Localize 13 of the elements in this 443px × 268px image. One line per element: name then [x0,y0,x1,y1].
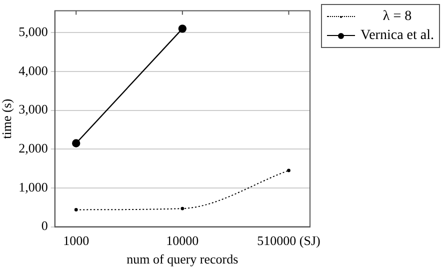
y-tick-label: 1,000 [18,179,48,194]
x-tick-label: 510000 (SJ) [257,233,320,248]
y-axis-title: time (s) [0,98,14,139]
y-tick-label: 5,000 [18,24,48,39]
legend-label: Vernica et al. [360,27,434,45]
y-tick-label: 3,000 [18,102,48,117]
y-tick-label: 2,000 [18,140,48,156]
x-tick-label: 1000 [63,233,90,248]
y-tick-label: 4,000 [18,62,48,78]
legend-label: λ = 8 [382,8,413,26]
x-axis-title: num of query records [126,252,238,267]
y-tick-label: 0 [41,218,48,234]
x-tick-label: 10000 [166,233,199,248]
